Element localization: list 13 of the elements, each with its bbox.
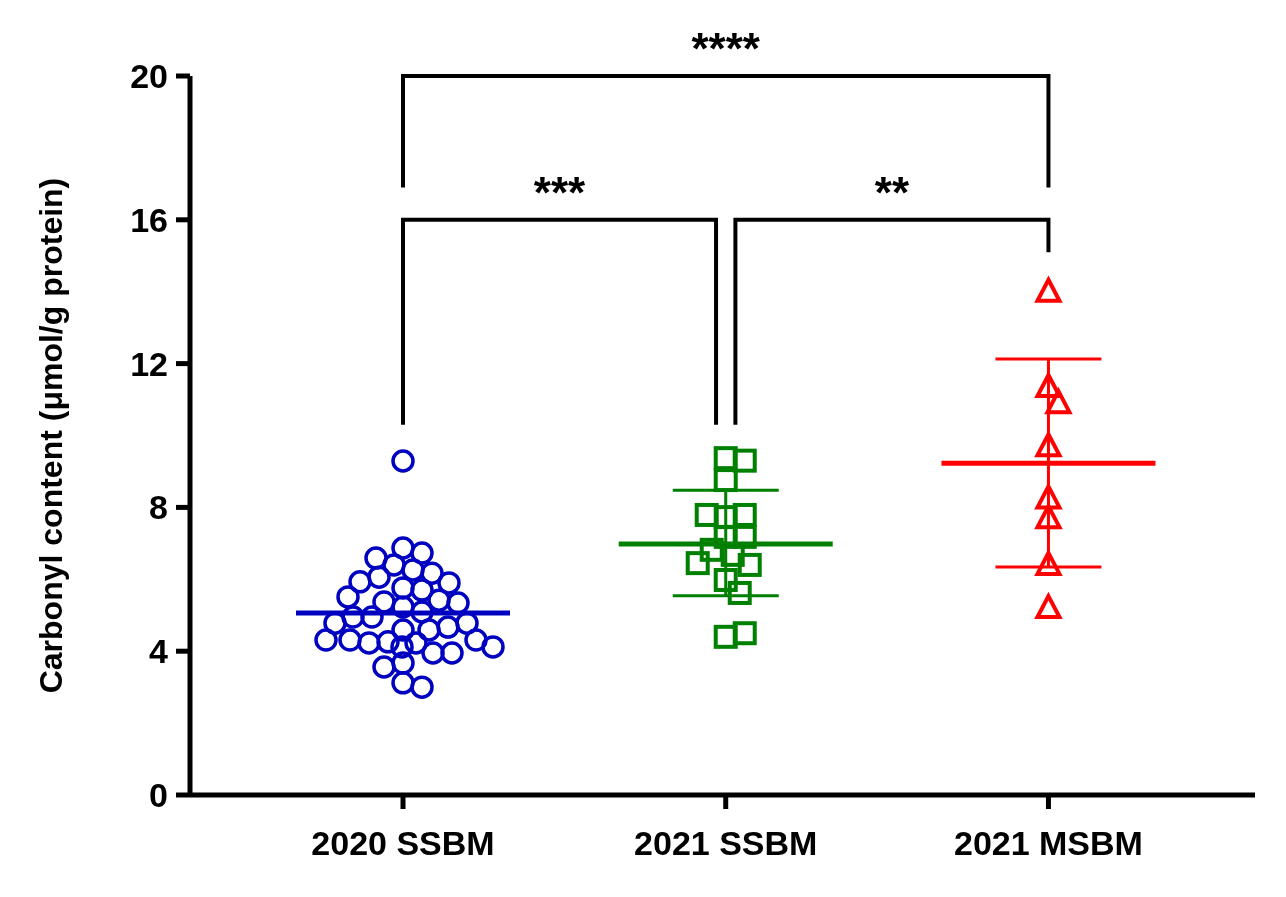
y-tick-label: 16 [130,200,168,239]
text: **** [691,24,761,73]
y-tick-label: 4 [149,632,169,671]
y-tick-label: 0 [149,775,168,814]
x-tick-label: 2021 MSBM [953,824,1143,862]
x-tick-label: 2021 SSBM [634,824,818,862]
y-tick-label: 12 [130,344,168,383]
x-tick-label: 2020 SSBM [311,824,495,862]
annotation: ** [874,167,910,217]
y-tick-label: 8 [149,488,168,527]
annotation: *** [533,167,587,217]
y-axis-title: Carbonyl content (μmol/g protein) [33,177,69,694]
y-tick-label: 20 [130,56,168,95]
